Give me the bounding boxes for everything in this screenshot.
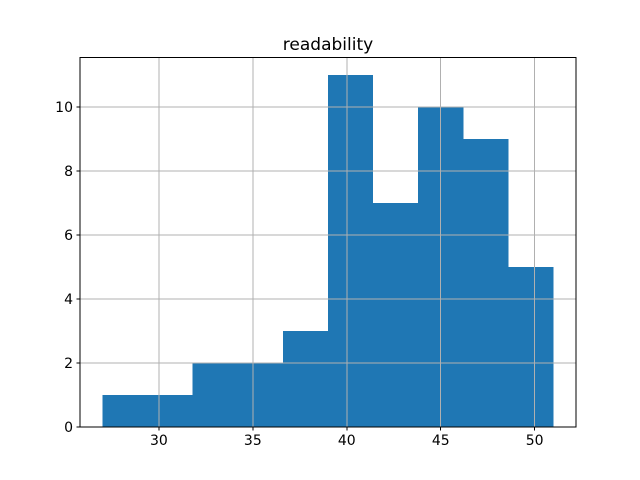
histogram-bar xyxy=(282,331,328,428)
chart-title: readability xyxy=(282,35,374,55)
x-tick-label: 40 xyxy=(338,433,356,449)
y-tick-label: 10 xyxy=(55,100,73,116)
x-tick-label: 50 xyxy=(526,433,544,449)
histogram-bar xyxy=(463,139,509,428)
histogram-bar xyxy=(192,363,238,428)
x-tick-label: 35 xyxy=(244,433,262,449)
x-tick-label: 30 xyxy=(150,433,168,449)
y-tick-label: 4 xyxy=(64,292,73,308)
histogram-bar xyxy=(508,267,554,428)
y-tick-label: 8 xyxy=(64,164,73,180)
histogram-bar xyxy=(102,395,148,428)
y-tick-label: 0 xyxy=(64,420,73,436)
histogram-bar xyxy=(237,363,283,428)
plot-border xyxy=(79,57,577,428)
histogram-bar xyxy=(147,395,193,428)
histogram-bar xyxy=(328,75,374,428)
y-tick-label: 2 xyxy=(64,356,73,372)
y-tick-label: 6 xyxy=(64,228,73,244)
histogram-bar xyxy=(373,203,419,428)
x-tick-label: 45 xyxy=(432,433,450,449)
